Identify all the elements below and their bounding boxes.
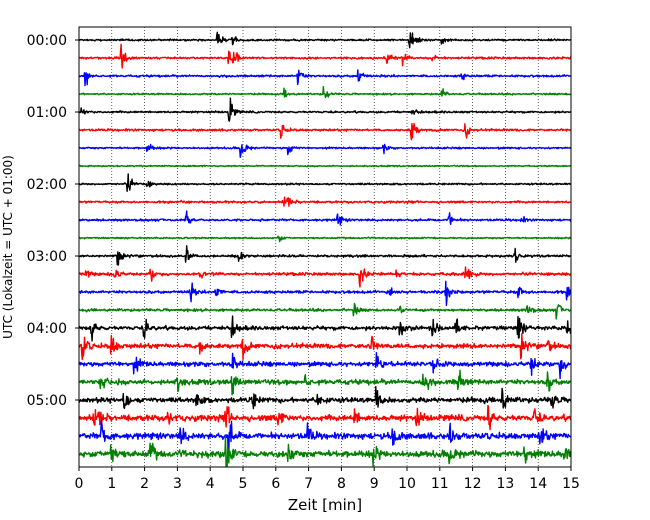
trace-line xyxy=(79,385,571,410)
grid-lines xyxy=(111,27,539,467)
y-tick-label: 02:00 xyxy=(27,177,67,193)
y-tick-label: 05:00 xyxy=(27,393,67,409)
trace-line xyxy=(79,404,571,431)
plot-frame xyxy=(78,26,572,468)
x-tick-label: 12 xyxy=(464,476,482,492)
trace-line xyxy=(79,210,571,226)
trace-line xyxy=(79,302,571,320)
trace-line xyxy=(79,31,571,49)
y-tick-label: 04:00 xyxy=(27,321,67,337)
y-axis-label: UTC (Lokalzeit = UTC + 01:00) xyxy=(1,155,15,339)
trace-line xyxy=(79,245,571,266)
x-tick-label: 11 xyxy=(431,476,449,492)
x-tick-label: 4 xyxy=(206,476,215,492)
x-tick-label: 14 xyxy=(529,476,547,492)
trace-line xyxy=(79,122,571,141)
y-tick-label: 01:00 xyxy=(27,105,67,121)
x-tick-label: 3 xyxy=(173,476,182,492)
trace-line xyxy=(79,43,571,69)
trace-line xyxy=(79,419,571,458)
trace-line xyxy=(79,369,571,396)
trace-line xyxy=(79,235,571,243)
y-axis: 00:00 01:00 02:00 03:00 04:00 05:00 xyxy=(27,33,79,409)
x-tick-label: 15 xyxy=(562,476,580,492)
trace-line xyxy=(79,315,571,342)
trace-line xyxy=(79,164,571,168)
x-axis: 0 1 2 3 4 5 6 7 8 9 10 11 12 13 14 15 xyxy=(75,467,580,492)
x-tick-label: 5 xyxy=(239,476,248,492)
trace-line xyxy=(79,352,571,380)
x-tick-label: 1 xyxy=(107,476,116,492)
trace-line xyxy=(79,86,571,99)
trace-line xyxy=(79,69,571,87)
trace-line xyxy=(79,280,571,306)
trace-line xyxy=(79,143,571,158)
trace-line xyxy=(79,97,571,122)
x-tick-label: 9 xyxy=(370,476,379,492)
trace-line xyxy=(79,196,571,207)
x-tick-label: 2 xyxy=(140,476,149,492)
trace-line xyxy=(79,173,571,192)
trace-line xyxy=(79,333,571,361)
x-tick-label: 7 xyxy=(304,476,313,492)
y-tick-label: 00:00 xyxy=(27,33,67,49)
trace-line xyxy=(79,435,571,467)
x-tick-label: 0 xyxy=(75,476,84,492)
x-tick-label: 6 xyxy=(271,476,280,492)
x-axis-label: Zeit [min] xyxy=(288,496,362,514)
x-tick-label: 13 xyxy=(496,476,514,492)
x-tick-label: 10 xyxy=(398,476,416,492)
y-tick-label: 03:00 xyxy=(27,249,67,265)
x-tick-label: 8 xyxy=(337,476,346,492)
seismogram-traces xyxy=(79,31,571,467)
trace-line xyxy=(79,266,571,288)
